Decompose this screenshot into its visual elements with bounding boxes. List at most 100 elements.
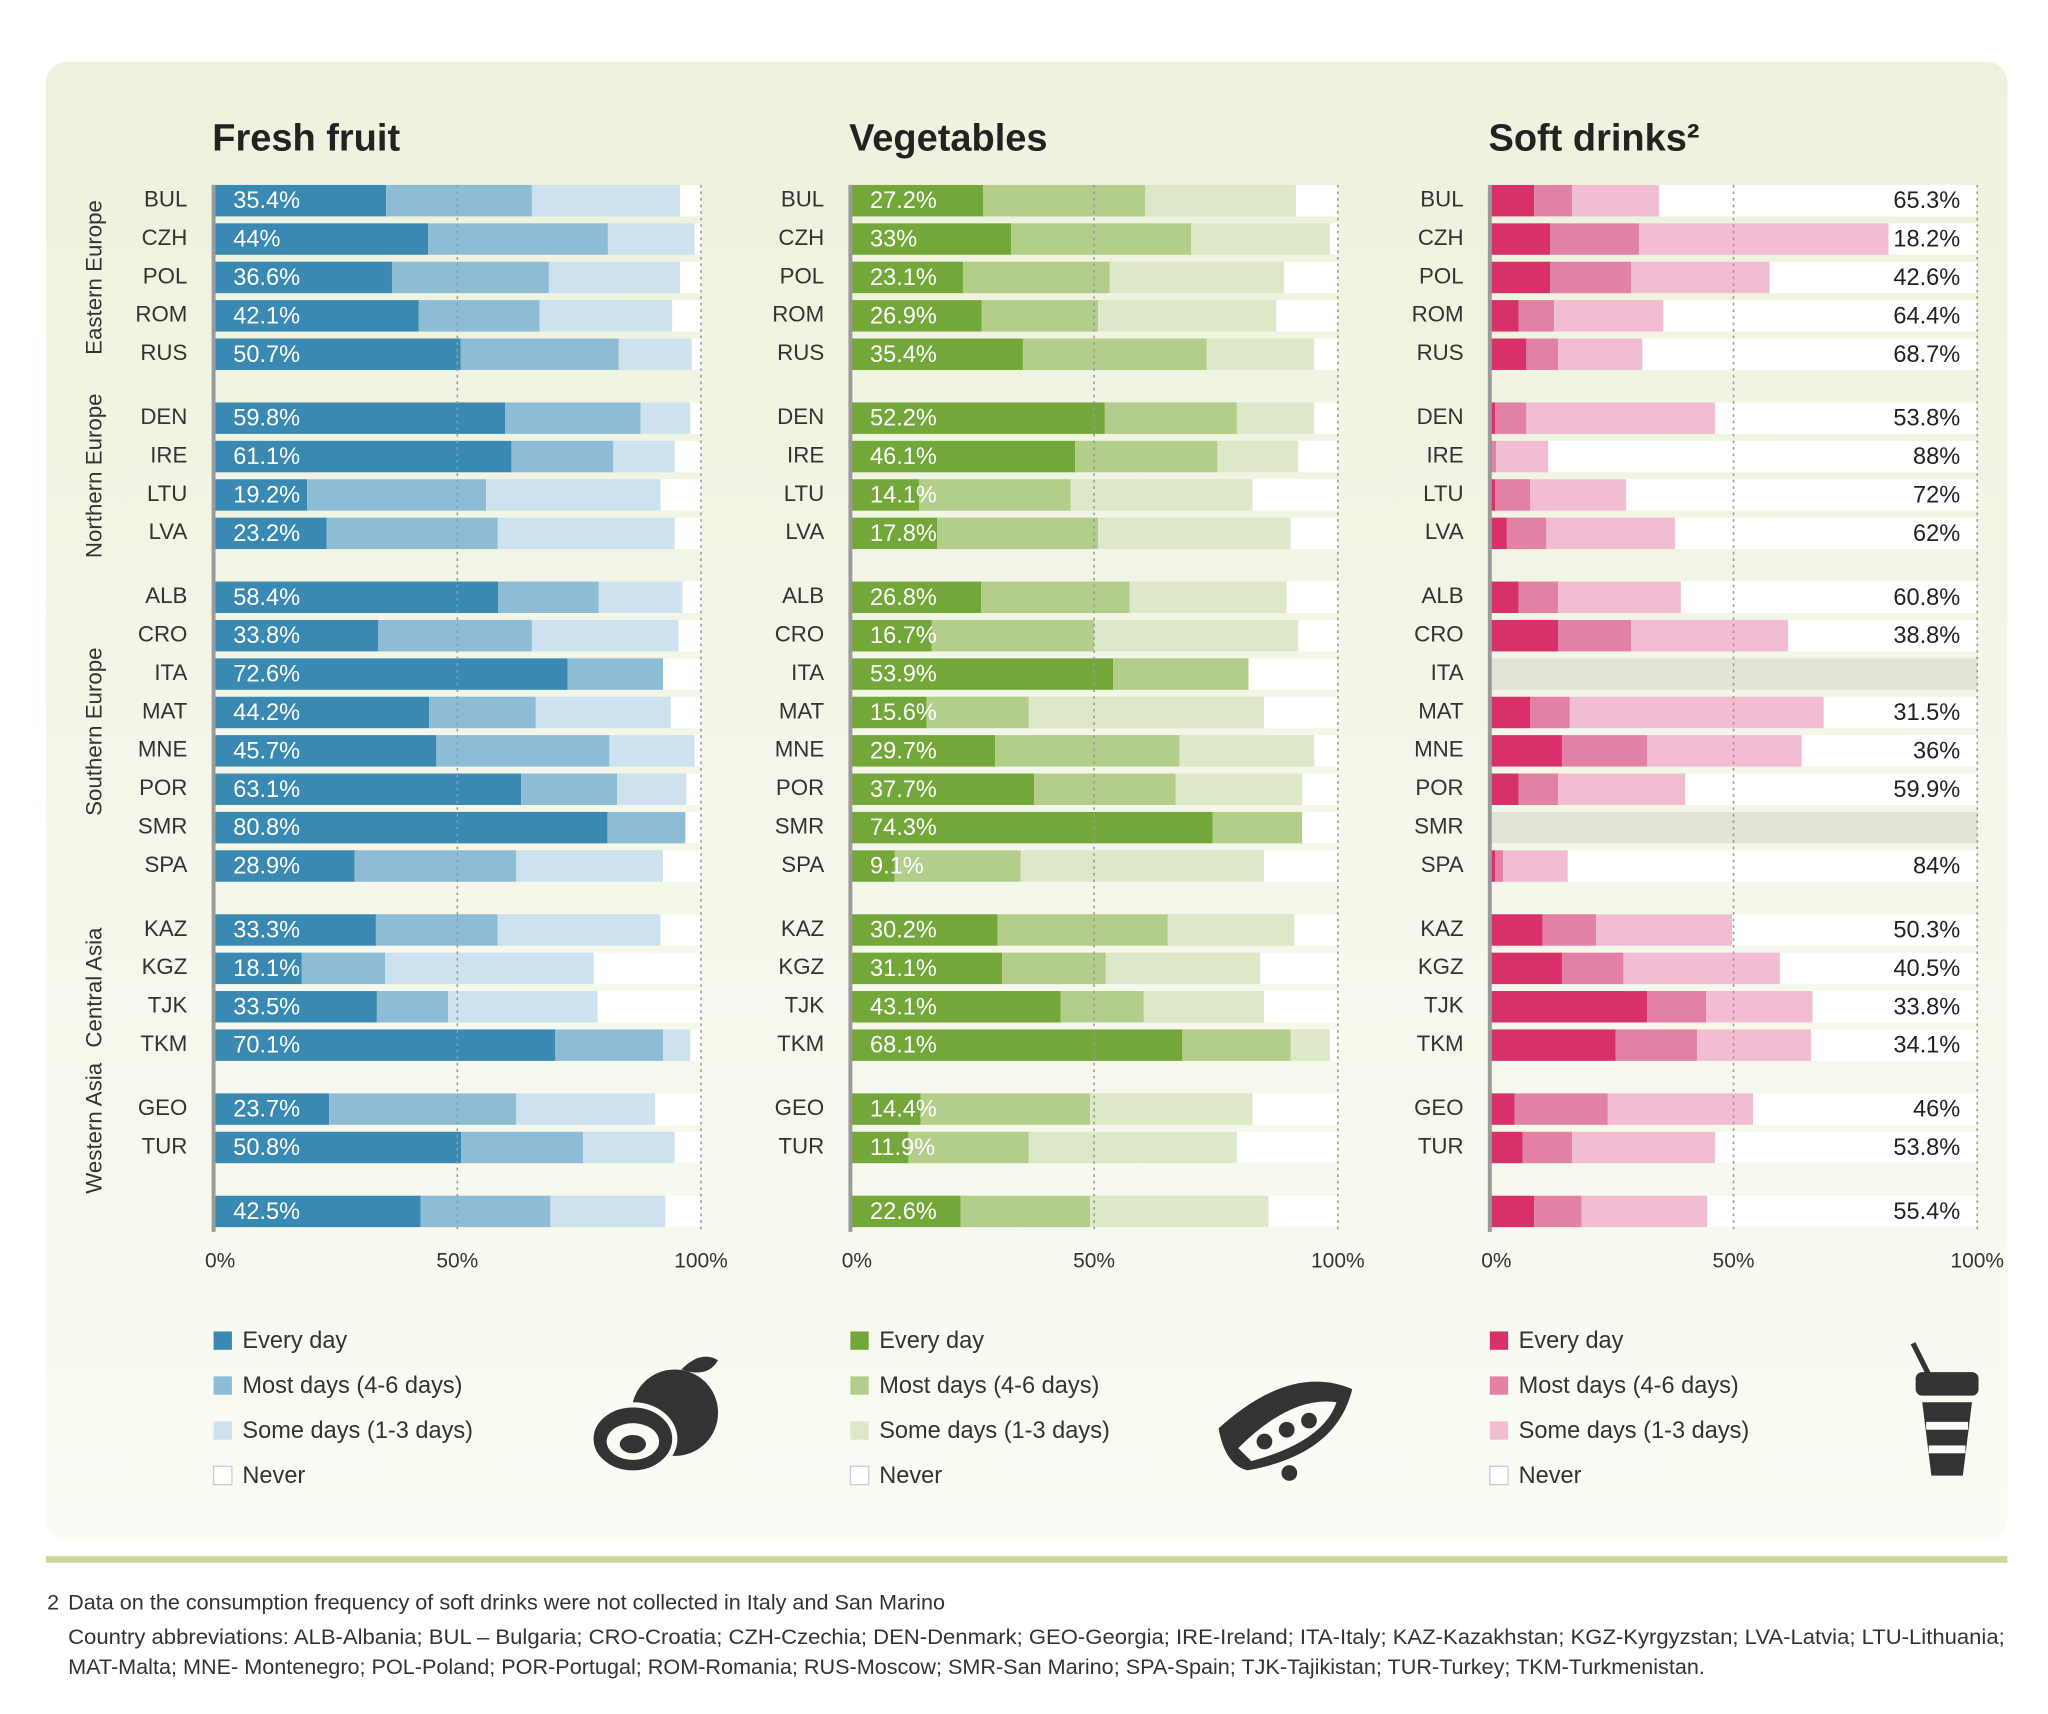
value-label: 46.1% [870, 443, 937, 469]
bar-segment [1769, 261, 1978, 294]
bar-segment [850, 1093, 921, 1125]
bar-segment [618, 338, 692, 370]
bar-segment [850, 952, 1002, 985]
category-label: ALB [782, 583, 824, 608]
legend-swatch [849, 1465, 870, 1486]
bar-segment [850, 581, 982, 614]
category-label: ITA [791, 660, 824, 685]
legend-label: Never [242, 1462, 305, 1488]
group-label: Western Asia [82, 1062, 107, 1193]
legend-label: Never [1519, 1462, 1582, 1488]
value-label: 53.9% [870, 661, 937, 687]
value-label: 29.7% [870, 737, 937, 763]
bar-segment [1696, 1029, 1812, 1061]
value-label: 14.1% [870, 481, 937, 507]
bar-segment [550, 1195, 666, 1228]
bar-segment [1530, 479, 1627, 511]
value-label: 23.7% [233, 1096, 300, 1122]
bar-segment [682, 581, 702, 614]
group-label: Eastern Europe [82, 200, 107, 355]
category-label: SMR [138, 814, 187, 839]
bar-segment [1489, 991, 1648, 1023]
category-label: TUR [778, 1133, 824, 1158]
bar-segment [1182, 1029, 1291, 1061]
bar-segment [378, 619, 532, 652]
bar-segment [1753, 1093, 1978, 1125]
bar-segment [850, 261, 963, 294]
bar-segment [850, 223, 1012, 255]
bar-segment [1098, 300, 1277, 332]
bar-segment [981, 300, 1099, 332]
bar-segment [1191, 223, 1331, 255]
bar-segment [1522, 1131, 1573, 1164]
legend-label: Most days (4-6 days) [879, 1372, 1099, 1398]
bar-segment [1558, 581, 1681, 614]
category-label: TJK [148, 993, 188, 1018]
bar-segment [213, 773, 522, 805]
value-label: 42.6% [1893, 264, 1960, 290]
bar-segment [1496, 440, 1549, 473]
bar-segment [1569, 696, 1824, 729]
legend-label: Some days (1-3 days) [1519, 1417, 1750, 1443]
bar-segment [850, 1029, 1183, 1061]
category-label: LTU [147, 481, 187, 506]
category-label: POR [1415, 775, 1463, 800]
category-label: KGZ [1418, 954, 1464, 979]
bar-segment [213, 517, 327, 550]
bar-segment [213, 619, 379, 652]
bar-segment [670, 696, 702, 729]
category-label: ALB [1422, 583, 1464, 608]
bar-segment [1252, 479, 1338, 511]
bar-segment [213, 696, 430, 729]
bar-segment [1248, 658, 1338, 690]
bar-segment [428, 223, 608, 255]
category-label: CZH [1418, 225, 1464, 250]
value-label: 53.8% [1893, 405, 1960, 431]
value-label: 70.1% [233, 1032, 300, 1058]
bar-segment [1788, 619, 1978, 652]
bar-segment [1675, 517, 1978, 550]
bar-segment [1663, 300, 1978, 332]
value-label: 18.1% [233, 955, 300, 981]
bar-segment [213, 402, 506, 434]
bar-segment [662, 658, 702, 690]
bar-segment [1489, 402, 1496, 434]
legend-swatch [1489, 1465, 1509, 1486]
category-label: POR [139, 775, 187, 800]
legend-swatch [850, 1376, 869, 1395]
bar-segment [1295, 184, 1338, 217]
bar-segment [1105, 952, 1261, 985]
bar-segment [919, 479, 1071, 511]
bar-segment [213, 440, 512, 473]
bar-segment [213, 991, 377, 1023]
value-label: 88% [1913, 443, 1960, 469]
bar-segment [690, 402, 702, 434]
bar-segment [1489, 517, 1507, 550]
bar-segment [1298, 619, 1338, 652]
bar-segment [850, 184, 983, 217]
bar-segment [1615, 1029, 1697, 1061]
bar-segment [1314, 338, 1338, 370]
bar-segment [850, 914, 998, 946]
value-label: 40.5% [1893, 955, 1960, 981]
bar-segment [680, 184, 702, 217]
bar-segment [660, 914, 702, 946]
bar-segment [497, 517, 675, 550]
value-label: 72% [1913, 481, 1960, 507]
bar-segment [213, 479, 308, 511]
bar-segment [1502, 850, 1568, 882]
bar-segment [981, 581, 1130, 614]
bar-segment [1631, 261, 1770, 294]
bar-segment [1811, 1029, 1978, 1061]
bar-segment [1179, 735, 1315, 767]
category-label: CRO [775, 622, 824, 647]
category-label: MAT [142, 698, 188, 723]
bar-segment [960, 1195, 1091, 1228]
bar-segment [461, 1131, 584, 1164]
value-label: 53.8% [1893, 1134, 1960, 1160]
category-label: IRE [1426, 442, 1463, 467]
legend-swatch [850, 1421, 869, 1440]
value-label: 14.4% [870, 1096, 937, 1122]
category-label: LVA [1425, 519, 1464, 544]
bar-segment [850, 773, 1035, 805]
